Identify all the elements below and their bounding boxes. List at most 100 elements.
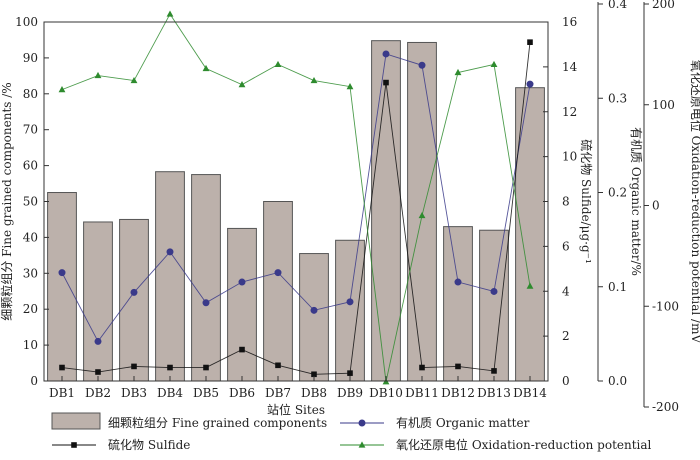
lines-layer	[58, 10, 534, 385]
point-sulfide-DB5	[203, 364, 209, 371]
point-organic-DB12	[454, 278, 462, 286]
point-orp-DB12	[454, 68, 462, 76]
left-tick-label: 100	[15, 15, 38, 29]
series-line-orp	[61, 13, 531, 382]
point-orp-DB5	[202, 64, 210, 72]
sulfide-tick-label: 8	[562, 195, 570, 209]
left-tick-label: 70	[23, 123, 38, 137]
point-orp-DB11	[418, 211, 426, 219]
series-line-organic	[61, 53, 531, 343]
point-sulfide-DB2	[95, 369, 101, 375]
orp-tick-label: 100	[652, 98, 675, 112]
bar-DB5	[191, 174, 221, 382]
bar-DB11	[407, 41, 437, 382]
x-tick-DB8: DB8	[301, 386, 327, 400]
x-tick-DB3: DB3	[121, 386, 147, 400]
x-tick-DB9: DB9	[337, 386, 363, 400]
organic-tick-label: 0.1	[608, 280, 627, 294]
point-orp-DB8	[310, 76, 318, 84]
organic-tick-label: 0.0	[608, 374, 627, 388]
left-tick-label: 10	[23, 338, 38, 352]
bar-DB9	[335, 239, 365, 382]
legend: 细颗粒组分 Fine grained components 有机质 Organic…	[51, 412, 652, 452]
bar-DB13	[479, 229, 509, 382]
point-organic-DB5	[202, 299, 210, 307]
left-tick-label: 30	[23, 266, 38, 280]
orp-tick-label: -200	[652, 400, 679, 414]
legend-label: 硫化物 Sulfide	[108, 437, 190, 452]
point-orp-DB4	[166, 10, 174, 17]
point-sulfide-DB3	[131, 363, 137, 370]
x-tick-DB14: DB14	[513, 386, 547, 400]
point-organic-DB8	[310, 306, 318, 314]
left-axis-title: 细颗粒组分 Fine grained components /%	[0, 82, 14, 320]
bar-DB2	[83, 221, 113, 382]
legend-label: 氧化还原电位 Oxidation-reduction potential	[396, 437, 652, 452]
orp-axis-title: 氧化还原电位 Oxidation-reduction potential /mV	[689, 60, 700, 344]
point-orp-DB14	[526, 282, 534, 289]
point-orp-DB3	[130, 76, 138, 84]
legend-swatch-marker	[71, 442, 77, 448]
point-orp-DB13	[490, 60, 498, 68]
sulfide-tick-label: 6	[562, 239, 570, 253]
bar-DB7	[263, 201, 293, 382]
legend-label: 有机质 Organic matter	[396, 416, 530, 430]
left-tick-label: 60	[23, 159, 38, 173]
x-tick-DB5: DB5	[193, 386, 219, 400]
legend-label: 细颗粒组分 Fine grained components	[108, 415, 327, 430]
x-tick-DB13: DB13	[477, 386, 511, 400]
legend-swatch-bar	[51, 412, 101, 430]
organic-tick-label: 0.3	[608, 91, 627, 105]
point-sulfide-DB6	[239, 346, 245, 353]
left-tick-label: 80	[23, 87, 38, 101]
point-orp-DB1	[58, 86, 66, 93]
bar-DB14	[515, 87, 545, 382]
bar-DB10	[371, 40, 401, 382]
x-tick-DB10: DB10	[369, 386, 403, 400]
orp-tick-label: 0	[652, 199, 660, 213]
point-organic-DB3	[130, 288, 138, 296]
organic-axis-title: 有机质 Organic matter/%	[629, 127, 643, 276]
point-organic-DB4	[166, 248, 174, 256]
point-organic-DB6	[238, 278, 246, 286]
point-sulfide-DB4	[167, 364, 173, 371]
x-tick-DB6: DB6	[229, 386, 255, 400]
point-sulfide-DB13	[491, 368, 497, 374]
sulfide-axis-title: 硫化物 Sulfide/μg·g⁻¹	[579, 139, 594, 264]
x-tick-DB2: DB2	[85, 386, 111, 400]
left-tick-label: 90	[23, 51, 38, 65]
sulfide-tick-label: 10	[562, 150, 577, 164]
bar-DB12	[443, 226, 473, 382]
bar-DB4	[155, 171, 185, 382]
bar-DB3	[119, 218, 149, 382]
x-tick-DB11: DB11	[405, 386, 439, 400]
point-orp-DB9	[346, 83, 354, 90]
bar-DB6	[227, 227, 257, 382]
organic-tick-label: 0.4	[608, 0, 627, 11]
point-organic-DB11	[418, 61, 426, 69]
point-orp-DB2	[94, 71, 102, 79]
point-sulfide-DB7	[275, 362, 281, 369]
x-tick-DB1: DB1	[49, 386, 75, 400]
left-tick-label: 40	[23, 230, 38, 244]
point-organic-DB10	[382, 50, 390, 58]
point-sulfide-DB8	[311, 371, 317, 378]
series-line-sulfide	[61, 42, 531, 375]
point-sulfide-DB9	[347, 370, 353, 376]
point-orp-DB6	[238, 81, 246, 88]
point-organic-DB13	[490, 287, 498, 295]
bars-layer	[47, 40, 545, 382]
left-tick-label: 20	[23, 302, 38, 316]
point-organic-DB2	[94, 337, 102, 345]
bar-DB8	[299, 253, 329, 382]
sulfide-tick-label: 12	[562, 105, 577, 119]
point-sulfide-DB1	[59, 364, 65, 371]
legend-swatch-marker	[358, 441, 366, 448]
point-orp-DB7	[274, 60, 282, 68]
x-tick-DB12: DB12	[441, 386, 475, 400]
sulfide-tick-label: 16	[562, 15, 577, 29]
organic-tick-label: 0.2	[608, 186, 627, 200]
point-organic-DB7	[274, 269, 282, 277]
